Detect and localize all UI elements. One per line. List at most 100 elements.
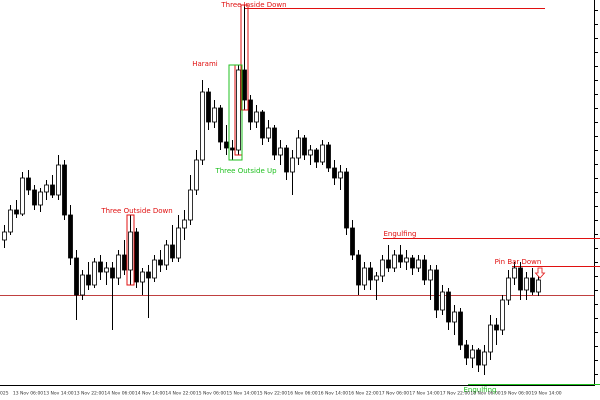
candle-body [14,209,19,215]
x-tick-label: 19 Nov 06:00 [501,391,531,397]
candle-body [86,274,91,286]
candle-body [320,144,325,163]
candle-body [206,91,211,123]
candle-body [152,259,157,279]
candle-body [368,267,373,281]
x-tick-label: 14 Nov 22:00 [165,391,195,397]
candle-body [74,257,79,296]
candle-body [344,171,349,229]
candle-body [62,164,67,216]
candle-body [458,311,463,346]
candle-body [182,219,187,229]
candle-body [422,259,427,281]
candle-body [308,149,313,156]
candle-body [134,231,139,283]
candle-body [32,189,37,206]
candle-body [170,244,175,259]
candle-body [122,254,127,271]
candle-body [8,209,13,233]
candle-body [524,277,529,291]
candle-body [410,257,415,269]
x-tick-label: 16 Nov 14:00 [318,391,348,397]
candle-body [110,267,115,279]
candle-body [452,311,457,323]
x-tick-label: 17 Nov 22:00 [440,391,470,397]
candle-body [416,259,421,269]
x-tick-label: 17 Nov 14:00 [409,391,439,397]
candle-body [98,261,103,273]
candle-body [272,127,277,156]
candle-body [392,254,397,269]
candle-body [230,147,235,151]
pattern-box [228,64,243,161]
candle-body [158,259,163,266]
pattern-label: Harami [192,60,218,68]
pattern-box [240,4,249,111]
candle-body [176,227,181,259]
candle-body [470,349,475,359]
x-tick-label: 19 Nov 14:00 [531,391,561,397]
candle-body [248,99,253,123]
candle-body [116,254,121,279]
candle-body [194,159,199,191]
candle-body [56,164,61,196]
candle-body [140,271,145,283]
candle-body [2,231,7,241]
candle-body [260,111,265,139]
candle-body [350,227,355,256]
x-tick-label: 16 Nov 06:00 [287,391,317,397]
candle-body [218,107,223,143]
candle-body [506,277,511,301]
candle-body [536,279,541,293]
pattern-label: Pin Bar Down [495,258,542,266]
x-tick-label: 15 Nov 06:00 [196,391,226,397]
candle-body [212,107,217,123]
pin-bar-arrow [534,267,546,279]
candle-body [80,274,85,296]
candle-body [44,184,49,193]
candle-body [38,191,43,206]
candle-body [68,214,73,259]
candle-body [404,257,409,263]
candle-body [482,351,487,366]
x-tick-label: 17 Nov 06:00 [379,391,409,397]
candle-body [200,91,205,161]
x-tick-label: 16 Nov 22:00 [348,391,378,397]
candle-body [332,167,337,179]
candle-body [314,149,319,163]
candle-body [512,267,517,279]
candle-body [254,111,259,123]
candle-body [188,189,193,221]
x-tick-label: 13 Nov 22:00 [74,391,104,397]
candle-body [386,259,391,269]
x-tick-label: 14 Nov 06:00 [104,391,134,397]
pattern-label: Engulfing [464,386,497,394]
x-tick-label: 13 Nov 14:00 [43,391,73,397]
x-tick-label: 15 Nov 22:00 [257,391,287,397]
candle-body [20,177,25,215]
x-tick-label: 13 Nov 06:00 [13,391,43,397]
candle-body [338,171,343,179]
candle-body [242,69,247,101]
pattern-label: Three Outside Up [214,167,277,175]
candle-body [356,254,361,286]
candle-body [530,277,535,293]
candle-body [446,291,451,323]
candle-body [146,271,151,279]
candle-body [164,244,169,266]
x-tick-label: 18 Nov 06:00 [470,391,500,397]
candle-body [302,137,307,156]
candle-body [284,147,289,173]
x-tick-label: 14 Nov 14:00 [135,391,165,397]
candle-body [224,141,229,149]
candle-body [500,299,505,331]
candle-body [494,324,499,331]
candle-body [488,324,493,353]
candle-body [326,144,331,169]
candle-body [26,177,31,191]
candle-body [518,267,523,291]
candle-body [398,254,403,263]
